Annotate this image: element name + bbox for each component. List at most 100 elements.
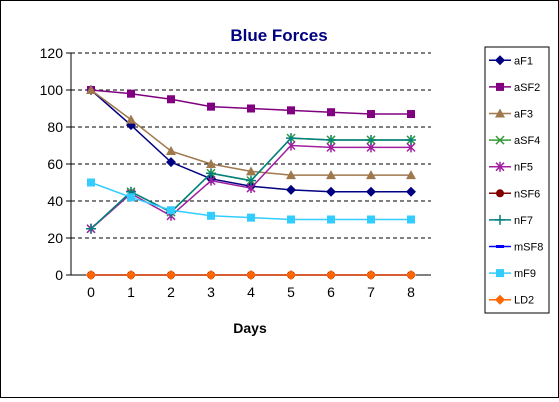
- x-tick-label: 5: [287, 284, 295, 300]
- data-point: [246, 270, 256, 280]
- data-point: [247, 213, 255, 222]
- legend-item: nF5: [489, 162, 533, 174]
- y-tick-label: 20: [47, 230, 63, 246]
- data-point: [86, 85, 96, 94]
- x-tick-label: 6: [327, 284, 335, 300]
- data-point: [327, 108, 335, 117]
- y-tick-label: 40: [47, 193, 63, 209]
- x-tick-label: 2: [167, 284, 175, 300]
- legend-marker: [495, 108, 505, 118]
- x-tick-label: 0: [87, 284, 95, 300]
- legend-label: LD2: [514, 295, 534, 307]
- data-point: [247, 104, 255, 113]
- axes: 0 20 40 60 80 100 120 0 1 2 3 4 5 6 7 8: [40, 45, 431, 300]
- data-point: [286, 170, 296, 180]
- x-axis-label: Days: [233, 320, 267, 336]
- data-point: [206, 168, 216, 179]
- legend-item: mSF8: [489, 242, 543, 254]
- legend-label: nSF6: [514, 188, 540, 200]
- legend-label: aF1: [514, 55, 533, 67]
- data-point: [406, 270, 416, 280]
- x-tick-label: 7: [367, 284, 375, 300]
- data-point: [87, 178, 95, 187]
- x-tick-label: 8: [407, 284, 415, 300]
- y-tick-label: 0: [55, 267, 63, 283]
- data-point: [287, 215, 295, 224]
- series-aF3: [86, 85, 416, 180]
- chart-title: Blue Forces: [230, 26, 327, 45]
- legend-label: nF5: [514, 162, 533, 174]
- series-mF9: [87, 178, 415, 224]
- y-tick-label: 100: [40, 82, 64, 98]
- legend-label: nF7: [514, 215, 533, 227]
- data-point: [167, 206, 175, 215]
- data-point: [407, 215, 415, 224]
- data-point: [406, 186, 416, 197]
- data-point: [366, 170, 376, 180]
- legend-item: mF9: [489, 268, 536, 280]
- grid-lines: [71, 52, 431, 239]
- data-point: [406, 134, 416, 145]
- data-point: [327, 215, 335, 224]
- data-point: [86, 270, 96, 280]
- series-LD2: [86, 270, 416, 280]
- data-point: [206, 270, 216, 280]
- legend-marker: [496, 189, 504, 198]
- legend-item: nF7: [489, 215, 533, 227]
- data-point: [326, 134, 336, 145]
- legend-label: aF3: [514, 109, 533, 121]
- legend-box: [484, 46, 550, 314]
- data-point: [127, 89, 135, 98]
- data-point: [406, 170, 416, 180]
- data-point: [166, 270, 176, 280]
- legend-marker: [495, 294, 505, 305]
- y-tick-label: 80: [47, 119, 63, 135]
- data-point: [367, 215, 375, 224]
- data-point: [366, 186, 376, 197]
- data-point: [207, 102, 215, 111]
- series-lines: [86, 85, 416, 280]
- data-point: [166, 146, 176, 156]
- data-point: [286, 270, 296, 280]
- x-tick-label: 1: [127, 284, 135, 300]
- legend-marker: [495, 135, 505, 145]
- data-point: [326, 186, 336, 197]
- legend-label: mF9: [514, 268, 536, 280]
- data-point: [166, 157, 176, 168]
- legend-marker: [495, 161, 505, 172]
- legend-marker: [495, 55, 505, 66]
- series-aSF2: [87, 86, 415, 119]
- legend-marker: [495, 214, 505, 225]
- data-point: [246, 166, 256, 176]
- data-point: [367, 110, 375, 119]
- x-tick-label: 4: [247, 284, 255, 300]
- legend-label: mSF8: [514, 242, 543, 254]
- legend-item: aF1: [489, 55, 533, 67]
- legend: aF1 aSF2 aF3 aSF4 nF5 nSF6 nF7 mSF8 mF9 LD2: [484, 46, 550, 314]
- data-point: [86, 223, 96, 234]
- y-tick-label: 60: [47, 156, 63, 172]
- data-point: [126, 270, 136, 280]
- data-point: [127, 193, 135, 202]
- data-point: [246, 175, 256, 186]
- legend-marker: [496, 245, 504, 248]
- legend-item: aSF2: [489, 82, 540, 94]
- data-point: [206, 159, 216, 168]
- legend-marker: [496, 82, 504, 91]
- legend-item: LD2: [489, 294, 534, 307]
- data-point: [167, 95, 175, 104]
- legend-item: aF3: [489, 108, 533, 121]
- y-tick-label: 120: [40, 45, 64, 61]
- data-point: [287, 106, 295, 115]
- data-point: [207, 211, 215, 220]
- data-point: [366, 270, 376, 280]
- data-point: [126, 114, 136, 124]
- data-point: [326, 170, 336, 180]
- data-point: [326, 270, 336, 280]
- legend-label: aSF2: [514, 82, 540, 94]
- data-point: [286, 133, 296, 144]
- legend-item: nSF6: [489, 188, 540, 200]
- data-point: [286, 184, 296, 195]
